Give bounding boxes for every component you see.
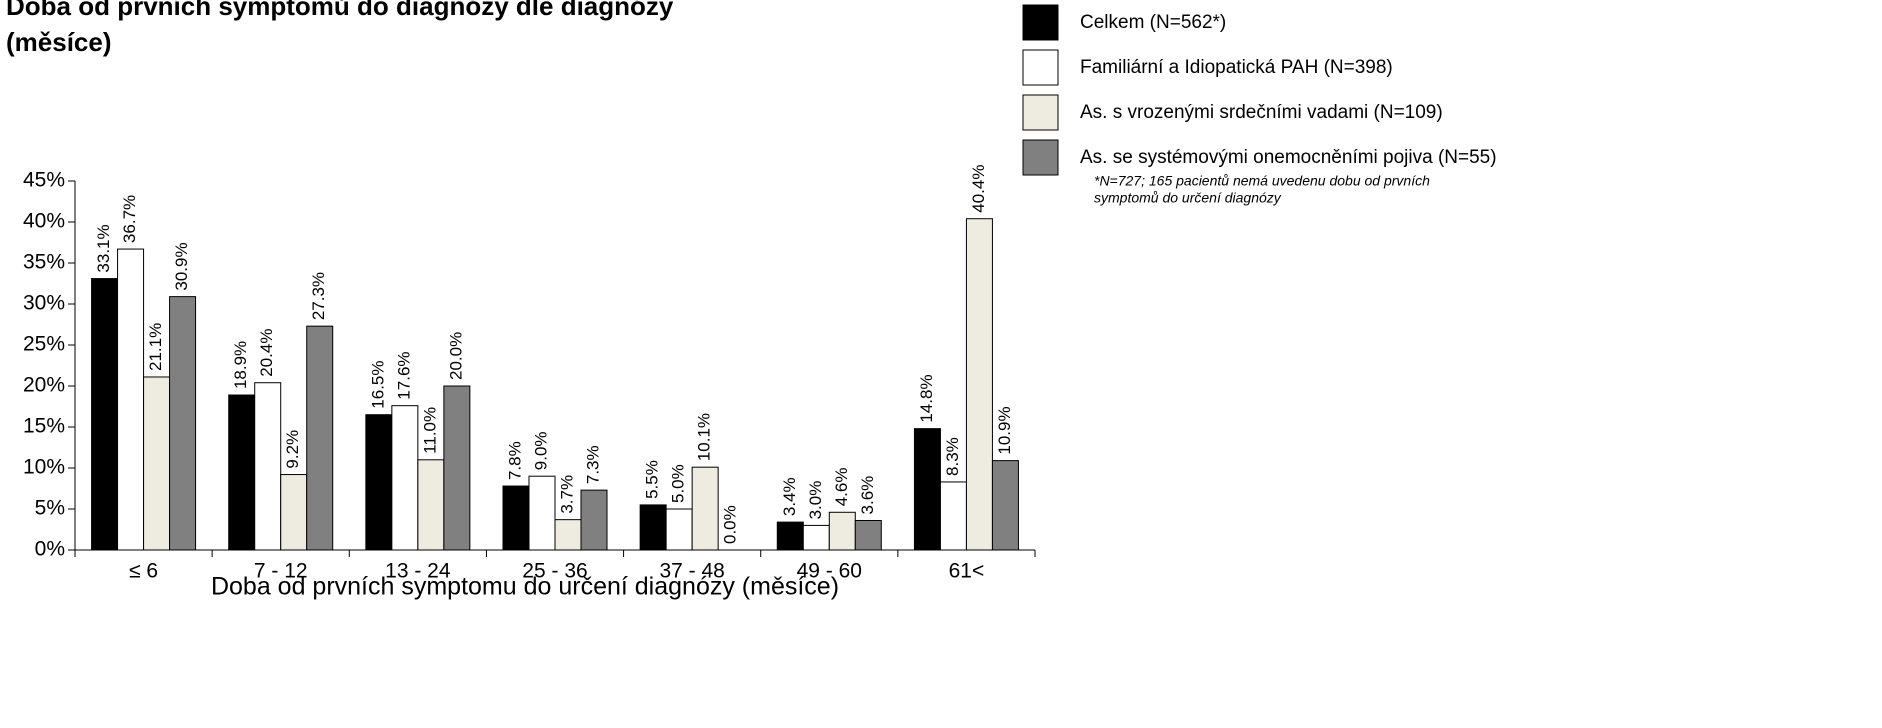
y-tick-label: 35% [23, 251, 65, 274]
value-label: 5.0% [669, 464, 688, 503]
y-tick-label: 45% [23, 169, 65, 192]
value-label: 36.7% [120, 195, 139, 243]
value-label: 16.5% [368, 360, 387, 408]
bar [965, 218, 993, 551]
value-label: 4.6% [832, 468, 851, 507]
value-label: 20.0% [446, 332, 465, 380]
legend-label: Celkem (N=562*) [1080, 12, 1226, 33]
bar [417, 459, 445, 551]
bar [528, 475, 556, 551]
bar [991, 460, 1019, 551]
y-tick-label: 30% [23, 292, 65, 315]
value-label: 3.4% [780, 477, 799, 516]
bar [117, 248, 145, 551]
x-tick-label: 37 - 48 [659, 560, 724, 583]
value-label: 3.6% [858, 476, 877, 515]
bar [443, 385, 471, 551]
x-tick-label: ≤ 6 [129, 560, 158, 583]
x-tick-label: 49 - 60 [797, 560, 862, 583]
bar [580, 489, 608, 551]
chart-title: (měsíce) [6, 27, 112, 57]
value-label: 11.0% [420, 407, 439, 454]
bar [502, 485, 530, 551]
x-tick-label: 13 - 24 [385, 560, 451, 583]
y-tick-label: 25% [23, 333, 65, 356]
value-label: 27.3% [309, 272, 328, 320]
value-label: 9.0% [531, 431, 550, 470]
bar [228, 394, 256, 551]
bar [169, 296, 197, 551]
value-label: 9.2% [283, 430, 302, 469]
legend-swatch [1022, 4, 1059, 41]
legend-swatch [1022, 139, 1059, 176]
y-tick-label: 20% [23, 374, 65, 397]
value-label: 21.1% [146, 323, 165, 371]
bar [854, 519, 882, 551]
x-axis-label: Doba od prvních symptomu do určení diagn… [211, 573, 839, 601]
bar [554, 519, 582, 551]
value-label: 7.8% [505, 441, 524, 480]
value-label: 17.6% [394, 351, 413, 399]
value-label: 3.7% [557, 475, 576, 514]
bar [913, 428, 941, 551]
bar [939, 481, 967, 551]
value-label: 7.3% [583, 445, 602, 484]
chart-title: Doba od prvních symptomů do diagnózy dle… [6, 0, 674, 21]
value-label: 0.0% [721, 505, 740, 544]
y-tick-label: 5% [35, 497, 65, 520]
value-label: 5.5% [643, 460, 662, 499]
bar [365, 414, 393, 551]
bar [691, 466, 719, 551]
bar [306, 325, 334, 551]
value-label: 40.4% [969, 165, 988, 213]
bar [143, 376, 171, 551]
bar [254, 382, 282, 551]
x-tick-label: 7 - 12 [254, 560, 308, 583]
value-label: 3.0% [806, 481, 825, 520]
y-tick-label: 15% [23, 415, 65, 438]
value-label: 14.8% [917, 374, 936, 422]
value-label: 8.3% [943, 437, 962, 476]
value-label: 30.9% [172, 242, 191, 290]
value-label: 18.9% [231, 341, 250, 389]
value-label: 20.4% [257, 329, 276, 377]
bar [802, 524, 830, 551]
x-tick-label: 25 - 36 [522, 560, 587, 583]
bar [828, 511, 856, 551]
bar [391, 405, 419, 551]
legend-label: As. s vrozenými srdečními vadami (N=109) [1080, 102, 1443, 123]
bar [639, 504, 667, 551]
y-tick-label: 40% [23, 210, 65, 233]
footnote: symptomů do určení diagnózy [1094, 190, 1282, 206]
bar [91, 278, 119, 551]
legend-swatch [1022, 49, 1059, 86]
footnote: *N=727; 165 pacientů nemá uvedenu dobu o… [1094, 173, 1430, 189]
legend-label: Familiární a Idiopatická PAH (N=398) [1080, 57, 1393, 78]
bar [776, 521, 804, 551]
y-tick-label: 10% [23, 456, 65, 479]
value-label: 10.1% [695, 413, 714, 461]
bar [665, 508, 693, 551]
legend-label: As. se systémovými onemocněními pojiva (… [1080, 147, 1497, 168]
legend-swatch [1022, 94, 1059, 131]
y-tick-label: 0% [35, 538, 65, 561]
value-label: 10.9% [995, 406, 1014, 454]
x-tick-label: 61< [949, 560, 985, 583]
value-label: 33.1% [94, 224, 113, 272]
bar [280, 474, 308, 551]
